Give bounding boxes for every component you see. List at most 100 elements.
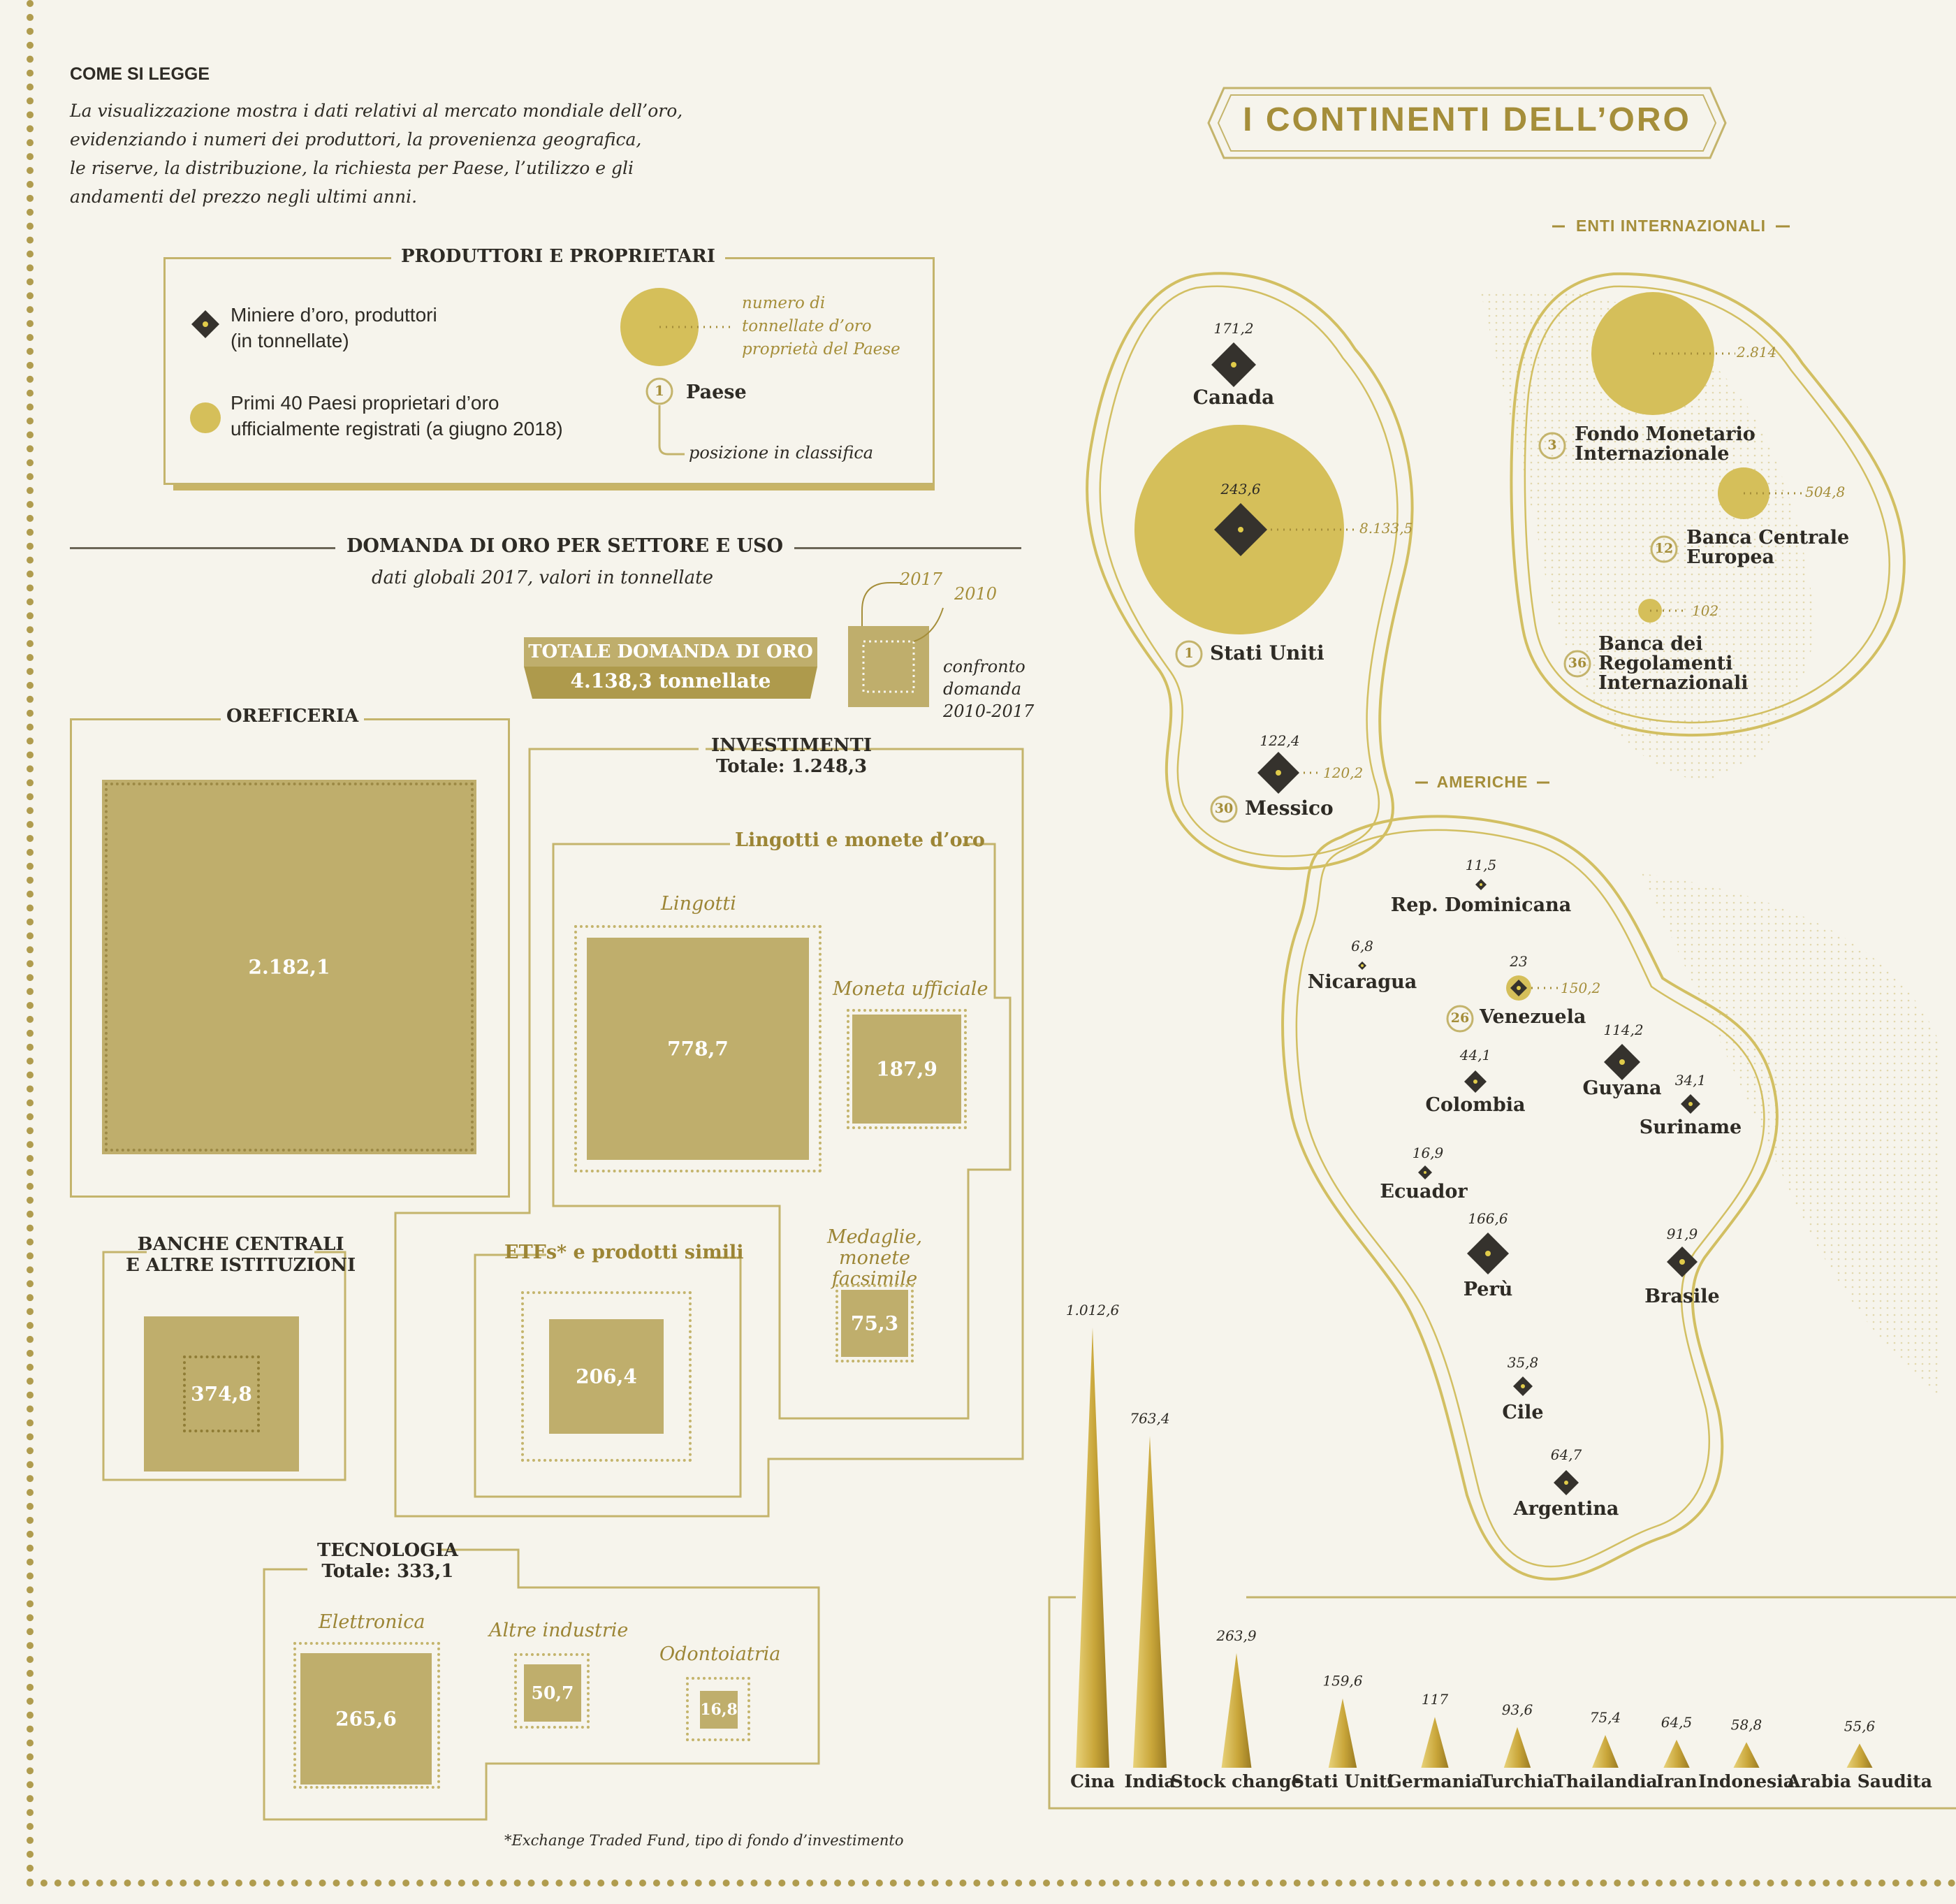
main-title: I CONTINENTI DELL’ORO: [1243, 101, 1691, 138]
bce-name-line: Europea: [1686, 546, 1774, 568]
data-label: 75,4: [1590, 1709, 1621, 1726]
legend-description-line: andamenti del prezzo negli ultimi anni.: [70, 187, 418, 207]
altre-square: 50,7: [524, 1664, 581, 1722]
fmi-reserve: 2.814: [1737, 344, 1777, 361]
repdom-name: Rep. Dominicana: [1390, 894, 1572, 916]
legend-circle-note-line: numero di: [742, 294, 826, 312]
brasile-name: Brasile: [1644, 1286, 1720, 1307]
legend-circle-note-line: tonnellate d’oro: [742, 317, 872, 335]
usa-reserve: 8.133,5: [1359, 520, 1413, 537]
category-label: Stock change: [1171, 1771, 1303, 1792]
elettronica-2010-outline: [293, 1642, 440, 1789]
oreficeria-value: 2.182,1: [248, 955, 330, 979]
category-label: Thailandia: [1553, 1771, 1658, 1792]
elettronica-square: 265,6: [300, 1653, 432, 1785]
data-label: 1.012,6: [1066, 1302, 1120, 1318]
total-label: TOTALE DOMANDA DI ORO: [528, 641, 813, 662]
altre-2010-outline: [514, 1653, 590, 1729]
category-label: Indonesia: [1698, 1771, 1795, 1792]
messico-name: Messico: [1245, 797, 1334, 820]
etf-square: 206,4: [549, 1319, 664, 1434]
legend-country-label: Paese: [686, 381, 747, 403]
demand-subtitle: dati globali 2017, valori in tonnellate: [372, 567, 713, 588]
medaglie-value: 75,3: [850, 1311, 899, 1335]
data-label: 263,9: [1216, 1627, 1257, 1644]
colombia-mine: 44,1: [1459, 1047, 1491, 1063]
category-label: Cina: [1070, 1771, 1115, 1792]
moneta-label: Moneta ufficiale: [833, 978, 988, 1000]
venezuela-rank: 26: [1450, 1010, 1470, 1026]
guyana-name: Guyana: [1582, 1077, 1662, 1099]
title-banner: [1207, 87, 1727, 159]
legend-heading: COME SI LEGGE: [70, 64, 210, 84]
bar-india: [1133, 1436, 1167, 1768]
page-frame: [27, 0, 1956, 1887]
investimenti-total: Totale: 1.248,3: [715, 756, 868, 777]
altre-label: Altre industrie: [489, 1620, 629, 1641]
medaglie-label-line: Medaglie,: [826, 1226, 923, 1248]
legend-description: La visualizzazione mostra i dati relativ…: [70, 96, 683, 211]
legend-box-title: PRODUTTORI E PROPRIETARI: [391, 246, 725, 267]
circle-icon: [190, 402, 221, 433]
key-2017: 2017: [900, 569, 943, 589]
category-label: India: [1124, 1771, 1175, 1792]
oreficeria-label: OREFICERIA: [221, 706, 365, 727]
category-label: Germania: [1387, 1771, 1483, 1792]
suriname-name: Suriname: [1639, 1117, 1742, 1138]
banche-label-line: BANCHE CENTRALI: [137, 1234, 344, 1255]
bce-name: Banca Centrale Europea: [1686, 528, 1849, 567]
data-label: 93,6: [1502, 1701, 1533, 1718]
data-label: 64,5: [1661, 1714, 1693, 1731]
usa-mine: 243,6: [1220, 481, 1261, 497]
argentina-name: Argentina: [1513, 1498, 1619, 1520]
cile-mine: 35,8: [1507, 1354, 1539, 1371]
bar-iran: [1663, 1739, 1690, 1768]
bri-name-line: Regolamenti: [1598, 653, 1733, 674]
peru-name: Perù: [1463, 1279, 1513, 1300]
chart-frame: [1048, 1596, 1956, 1810]
data-label: 763,4: [1130, 1410, 1169, 1427]
legend-owners-label: Primi 40 Paesi proprietari d’oro ufficia…: [231, 390, 563, 442]
messico-rank: 30: [1214, 801, 1234, 816]
bce-rank: 12: [1654, 541, 1674, 556]
ecuador-name: Ecuador: [1380, 1181, 1468, 1202]
cile-name: Cile: [1502, 1402, 1544, 1423]
usa-name: Stati Uniti: [1210, 641, 1324, 664]
medaglie-square: 75,3: [841, 1290, 908, 1357]
category-label: Turchia: [1480, 1771, 1555, 1792]
fmi-rank: 3: [1547, 437, 1557, 453]
venezuela-name: Venezuela: [1480, 1006, 1586, 1028]
guyana-mine: 114,2: [1603, 1022, 1644, 1038]
bar-germania: [1421, 1717, 1449, 1768]
bce-name-line: Banca Centrale: [1686, 527, 1850, 548]
bar-arabia-saudita: [1846, 1743, 1873, 1768]
tecnologia-label: TECNOLOGIA Totale: 333,1: [312, 1540, 464, 1582]
total-badge: [524, 637, 817, 699]
data-label: 159,6: [1322, 1673, 1363, 1689]
data-label: 58,8: [1731, 1716, 1762, 1733]
banche-label-line: E ALTRE ISTITUZIONI: [126, 1255, 356, 1276]
enti-label: ENTI INTERNAZIONALI: [1576, 217, 1766, 235]
canada-mine: 171,2: [1213, 320, 1254, 337]
odontoiatria-square: 16,8: [700, 1691, 738, 1729]
americhe-label: AMERICHE: [1436, 773, 1528, 791]
nicaragua-name: Nicaragua: [1307, 971, 1417, 993]
etf-value: 206,4: [576, 1365, 637, 1388]
legend-description-line: le riserve, la distribuzione, la richies…: [70, 158, 634, 178]
etf-label: ETFs* e prodotti simili: [504, 1242, 744, 1263]
odontoiatria-value: 16,8: [700, 1701, 738, 1719]
brasile-mine: 91,9: [1666, 1226, 1698, 1242]
peru-mine: 166,6: [1468, 1210, 1508, 1227]
legend-owners-line: ufficialmente registrati (a giugno 2018): [231, 418, 563, 439]
elettronica-value: 265,6: [335, 1707, 397, 1731]
altre-value: 50,7: [531, 1683, 574, 1703]
legend-circle-note: numero di tonnellate d’oro proprietà del…: [742, 292, 900, 361]
etf-2010-outline: [521, 1291, 692, 1462]
canada-name: Canada: [1192, 386, 1275, 409]
lingotti-monete-label: Lingotti e monete d’oro: [735, 829, 985, 851]
total-value: 4.138,3 tonnellate: [570, 669, 771, 692]
odontoiatria-label: Odontoiatria: [659, 1643, 781, 1665]
legend-circle-note-line: proprietà del Paese: [742, 340, 900, 358]
bar-cina: [1076, 1328, 1109, 1768]
suriname-mine: 34,1: [1674, 1072, 1707, 1089]
